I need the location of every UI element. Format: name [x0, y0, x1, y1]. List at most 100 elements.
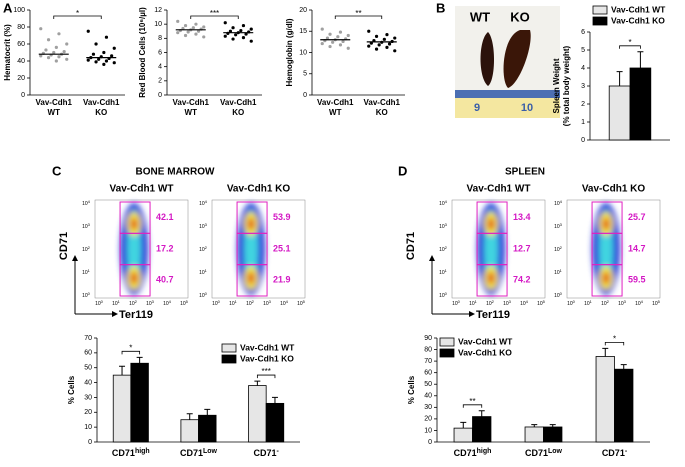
- dot: [46, 38, 51, 42]
- dot: [393, 49, 397, 53]
- bar: [180, 419, 199, 443]
- dot: [39, 27, 43, 31]
- bar: [265, 402, 285, 443]
- dot: [202, 35, 206, 39]
- tick-base: 10: [439, 270, 445, 276]
- gate: [476, 264, 508, 297]
- sig-bracket: [619, 45, 641, 49]
- tick-base: 10: [503, 301, 509, 307]
- tick-base: 10: [229, 301, 235, 307]
- panel-label: A: [3, 0, 13, 15]
- tick-exp: 3: [445, 222, 448, 227]
- y-tick-label: 80: [17, 24, 25, 31]
- ruler-label: 9: [474, 102, 480, 114]
- legend-swatch: [221, 343, 237, 353]
- dot: [382, 37, 386, 41]
- axis-label: Ter119: [476, 309, 510, 321]
- category-base: CD71: [253, 448, 276, 458]
- bar: [472, 416, 492, 443]
- sig-bracket: [256, 374, 276, 379]
- bar: [524, 426, 544, 443]
- tick-exp: 5: [543, 299, 546, 304]
- flow-tick-label: 100: [452, 299, 461, 307]
- tick-base: 10: [652, 301, 658, 307]
- tick-exp: 1: [118, 299, 121, 304]
- flow-tick-label: 103: [82, 222, 91, 230]
- y-tick-label: 60: [17, 41, 25, 48]
- flow-tick-label: 104: [82, 199, 91, 207]
- dot: [186, 30, 190, 34]
- x-tick-label: Vav-Cdh1: [220, 98, 257, 107]
- axis-label: CD71: [58, 232, 70, 260]
- flow-tick-label: 100: [212, 299, 221, 307]
- y-tick-label: 2: [158, 78, 162, 85]
- y-tick-label: 0: [428, 439, 432, 446]
- x-tick-label: CD71-: [602, 448, 628, 459]
- flow-tick-label: 104: [280, 299, 289, 307]
- error-bar: [254, 380, 261, 386]
- x-tick-label: CD71Low: [525, 448, 563, 459]
- bar: [248, 385, 267, 443]
- dot: [104, 35, 109, 39]
- tick-base: 10: [567, 301, 573, 307]
- x-tick-label: CD71Low: [180, 448, 218, 459]
- tick-base: 10: [554, 201, 560, 207]
- flow-tick-label: 101: [469, 299, 478, 307]
- flow-tick-label: 102: [601, 299, 610, 307]
- tick-base: 10: [297, 301, 303, 307]
- tick-exp: 0: [560, 291, 563, 296]
- x-tick-label: Vav-Cdh1: [83, 98, 120, 107]
- tick-base: 10: [180, 301, 186, 307]
- dot: [223, 34, 227, 38]
- tick-exp: 1: [445, 268, 448, 273]
- gate-percent: 17.2: [156, 243, 174, 253]
- tick-exp: 1: [590, 299, 593, 304]
- flow-tick-label: 103: [554, 222, 563, 230]
- tick-exp: 1: [88, 268, 91, 273]
- density-blob: [131, 272, 138, 284]
- spleen-photo: [455, 6, 560, 118]
- error-bar: [478, 410, 485, 417]
- bar: [608, 85, 631, 141]
- legend-label: Vav-Cdh1 WT: [611, 4, 666, 14]
- dot: [249, 39, 253, 43]
- tick-exp: 4: [526, 299, 529, 304]
- panel-label: D: [398, 163, 407, 178]
- x-tick-label: KO: [376, 108, 388, 117]
- dot: [336, 35, 340, 39]
- dot: [194, 22, 198, 26]
- flow-tick-label: 100: [439, 291, 448, 299]
- y-tick-label: 20: [84, 409, 92, 416]
- tick-exp: 4: [88, 199, 91, 204]
- sig-bracket: [334, 15, 383, 19]
- category-sup: -: [277, 448, 280, 455]
- x-tick-label: CD71high: [112, 448, 150, 459]
- category-base: CD71: [112, 448, 135, 458]
- dot: [94, 42, 98, 46]
- y-tick-label: 40: [84, 379, 92, 386]
- tick-exp: 3: [560, 222, 563, 227]
- tick-base: 10: [199, 270, 205, 276]
- tick-base: 10: [486, 301, 492, 307]
- tick-base: 10: [280, 301, 286, 307]
- dot: [62, 50, 66, 54]
- flow-title: SPLEEN: [505, 167, 545, 178]
- y-tick-label: 70: [84, 335, 92, 342]
- y-tick-label: 100: [13, 7, 25, 14]
- dot: [367, 44, 371, 48]
- tick-exp: 1: [475, 299, 478, 304]
- dot: [91, 52, 96, 56]
- y-tick-label: 20: [17, 75, 25, 82]
- dot: [194, 32, 198, 36]
- x-tick-label: CD71high: [454, 448, 492, 459]
- flow-tick-label: 103: [263, 299, 272, 307]
- dot: [176, 19, 180, 23]
- dot: [341, 39, 345, 44]
- tick-base: 10: [112, 301, 118, 307]
- dot: [176, 31, 180, 35]
- dot: [241, 36, 246, 40]
- flow-tick-label: 103: [199, 222, 208, 230]
- gate-percent: 74.2: [513, 275, 531, 285]
- dot: [223, 21, 227, 25]
